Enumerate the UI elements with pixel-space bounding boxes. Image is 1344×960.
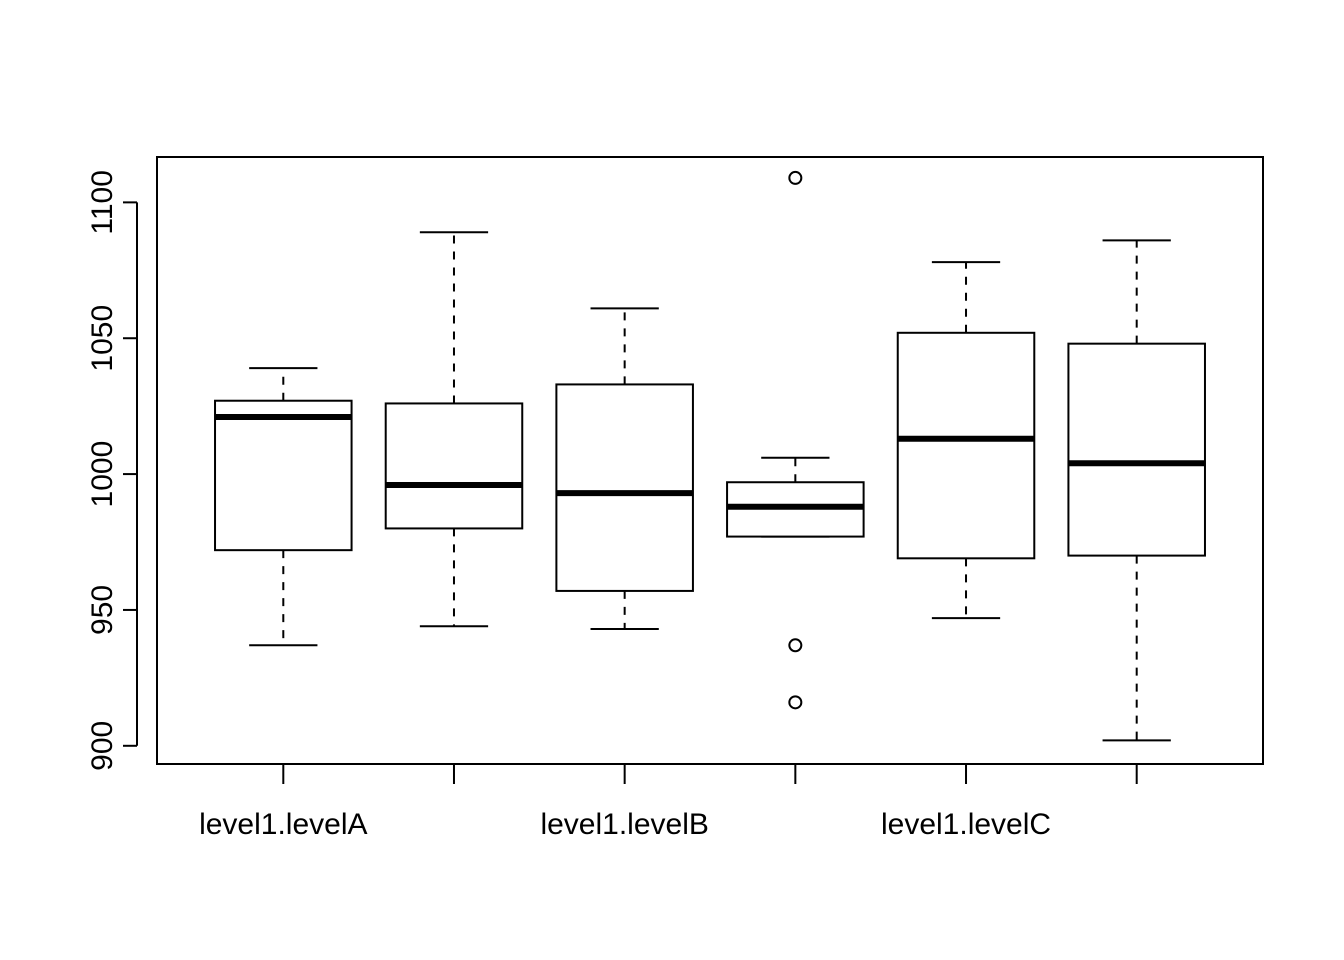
box-iqr	[214, 399, 353, 552]
box-iqr	[1067, 342, 1206, 557]
outlier-point	[788, 638, 803, 653]
box-iqr	[384, 402, 524, 530]
x-tick-label: level1.levelB	[540, 808, 708, 841]
x-axis: level1.levelA level1.levelB level1.levelC	[199, 764, 1138, 841]
box-3	[555, 307, 694, 630]
box-6	[1067, 239, 1206, 742]
box-iqr	[555, 383, 694, 592]
y-tick-label: 900	[86, 721, 119, 771]
y-tick-label: 1000	[86, 441, 119, 508]
outlier-point	[788, 170, 803, 185]
x-tick-label: level1.levelC	[881, 808, 1051, 841]
plot-frame	[156, 156, 1264, 765]
y-tick-label: 950	[86, 585, 119, 635]
boxes-group	[214, 170, 1206, 742]
box-1	[214, 367, 353, 647]
box-5	[896, 261, 1036, 620]
box-2	[384, 231, 524, 628]
y-tick-label: 1050	[86, 305, 119, 372]
y-axis: 900 950 1000 1050 1100	[86, 170, 138, 771]
box-iqr	[896, 331, 1036, 560]
outlier-point	[788, 695, 803, 710]
x-tick-label: level1.levelA	[199, 808, 367, 841]
box-4	[726, 170, 865, 710]
y-tick-label: 1100	[86, 170, 119, 235]
